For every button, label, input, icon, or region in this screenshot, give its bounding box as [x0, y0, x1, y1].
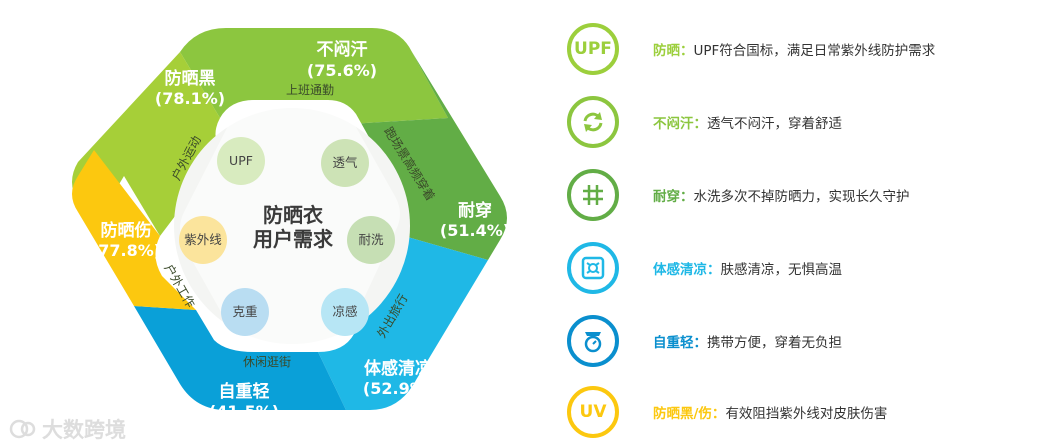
legend-text: 不闷汗：透气不闷汗，穿着舒适	[653, 112, 842, 132]
segment-label-lightweight: 自重轻	[219, 381, 270, 402]
segment-label-anti-burn: 防晒伤	[101, 220, 152, 241]
legend-label: 防晒：	[653, 43, 694, 59]
legend-label: 防晒黑/伤：	[653, 406, 725, 422]
segment-pct-breathable: (75.6%)	[307, 61, 377, 80]
legend-label: 耐穿：	[653, 189, 694, 205]
legend-item: 不闷汗：透气不闷汗，穿着舒适	[567, 91, 842, 153]
legend-text: 防晒：UPF符合国标，满足日常紫外线防护需求	[653, 39, 935, 59]
segment-pct-cool: (52.9%)	[363, 379, 433, 398]
scenario-leisure: 休闲逛街	[243, 355, 291, 369]
segment-label-breathable: 不闷汗	[317, 39, 368, 60]
segment-pct-lightweight: (41.5%)	[209, 402, 279, 421]
legend-label: 自重轻：	[653, 335, 707, 351]
legend-item: 耐穿：水洗多次不掉防晒力，实现长久守护	[567, 164, 910, 226]
segment-label-cool: 体感清凉	[364, 358, 432, 379]
need-cool-feel-label: 凉感	[332, 304, 357, 319]
center-title-line2: 用户需求	[253, 227, 334, 251]
segment-pct-durable: (51.4%)	[440, 221, 510, 240]
legend-description: 水洗多次不掉防晒力，实现长久守护	[694, 189, 910, 205]
watermark-logo-icon	[8, 418, 38, 440]
need-weight-label: 克重	[232, 304, 257, 319]
legend-text: 自重轻：携带方便，穿着无负担	[653, 331, 842, 351]
segment-pct-anti-tan: (78.1%)	[155, 89, 225, 108]
grid-icon	[567, 169, 619, 221]
need-breathable-label: 透气	[332, 155, 358, 170]
legend-item: UV 防晒黑/伤：有效阻挡紫外线对皮肤伤害	[567, 381, 887, 443]
legend-label: 不闷汗：	[653, 116, 707, 132]
legend-description: UPF符合国标，满足日常紫外线防护需求	[694, 43, 936, 59]
legend-item: UPF 防晒：UPF符合国标，满足日常紫外线防护需求	[567, 18, 935, 80]
need-washable-label: 耐洗	[358, 232, 384, 247]
legend-description: 肤感清凉，无惧高温	[721, 262, 843, 278]
uv-icon: UV	[567, 386, 619, 438]
legend-item: 体感清凉：肤感清凉，无惧高温	[567, 237, 842, 299]
upf-icon-text: UPF	[574, 39, 612, 59]
recycle-icon	[567, 96, 619, 148]
watermark-text: 大数跨境	[42, 414, 126, 444]
legend-description: 有效阻挡紫外线对皮肤伤害	[725, 406, 887, 422]
upf-icon: UPF	[567, 23, 619, 75]
cooling-icon	[567, 242, 619, 294]
legend-text: 耐穿：水洗多次不掉防晒力，实现长久守护	[653, 185, 910, 205]
segment-pct-anti-burn: (77.8%)	[91, 241, 161, 260]
legend-label: 体感清凉：	[653, 262, 721, 278]
legend-description: 携带方便，穿着无负担	[707, 335, 842, 351]
legend-text: 防晒黑/伤：有效阻挡紫外线对皮肤伤害	[653, 402, 887, 422]
legend-item: 自重轻：携带方便，穿着无负担	[567, 310, 842, 372]
legend-text: 体感清凉：肤感清凉，无惧高温	[653, 258, 842, 278]
need-upf-label: UPF	[229, 153, 253, 168]
legend-description: 透气不闷汗，穿着舒适	[707, 116, 842, 132]
watermark: 大数跨境	[8, 414, 126, 444]
uv-icon-text: UV	[580, 402, 607, 422]
scenario-commute: 上班通勤	[286, 83, 334, 97]
weight-icon	[567, 315, 619, 367]
segment-label-anti-tan: 防晒黑	[165, 68, 216, 89]
need-uv-label: 紫外线	[184, 232, 222, 247]
segment-label-durable: 耐穿	[458, 200, 492, 221]
center-title-line1: 防晒衣	[263, 203, 323, 227]
